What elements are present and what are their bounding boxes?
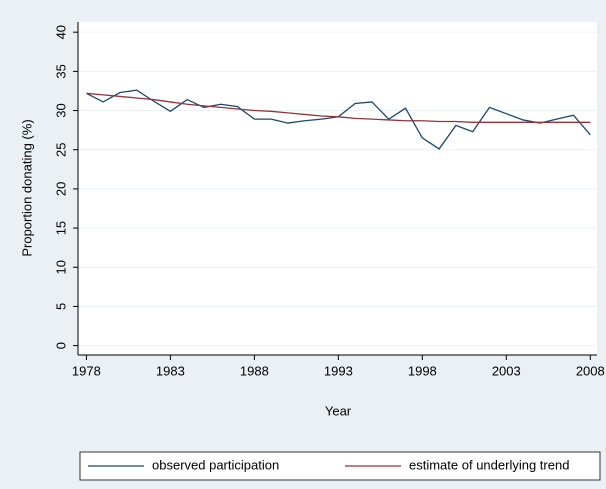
y-tick-label: 20 (53, 182, 68, 196)
x-tick-label: 1993 (324, 363, 353, 378)
y-tick-label: 30 (53, 103, 68, 117)
x-axis-title: Year (325, 403, 352, 418)
y-tick-label: 25 (53, 142, 68, 156)
x-tick-label: 1978 (72, 363, 101, 378)
y-tick-label: 5 (53, 303, 68, 310)
legend (79, 451, 601, 481)
legend-label: estimate of underlying trend (409, 457, 569, 472)
y-tick-label: 35 (53, 64, 68, 78)
y-axis-title: Proportion donating (%) (19, 119, 34, 256)
x-tick-label: 2003 (492, 363, 521, 378)
legend-label: observed participation (152, 457, 279, 472)
y-tick-label: 10 (53, 260, 68, 274)
x-tick-label: 1983 (156, 363, 185, 378)
x-tick-label: 2008 (576, 363, 605, 378)
y-tick-label: 40 (53, 25, 68, 39)
x-tick-label: 1998 (408, 363, 437, 378)
y-tick-label: 0 (53, 342, 68, 349)
data-line (86, 92, 591, 123)
x-tick-label: 1988 (240, 363, 269, 378)
y-tick-label: 15 (53, 221, 68, 235)
